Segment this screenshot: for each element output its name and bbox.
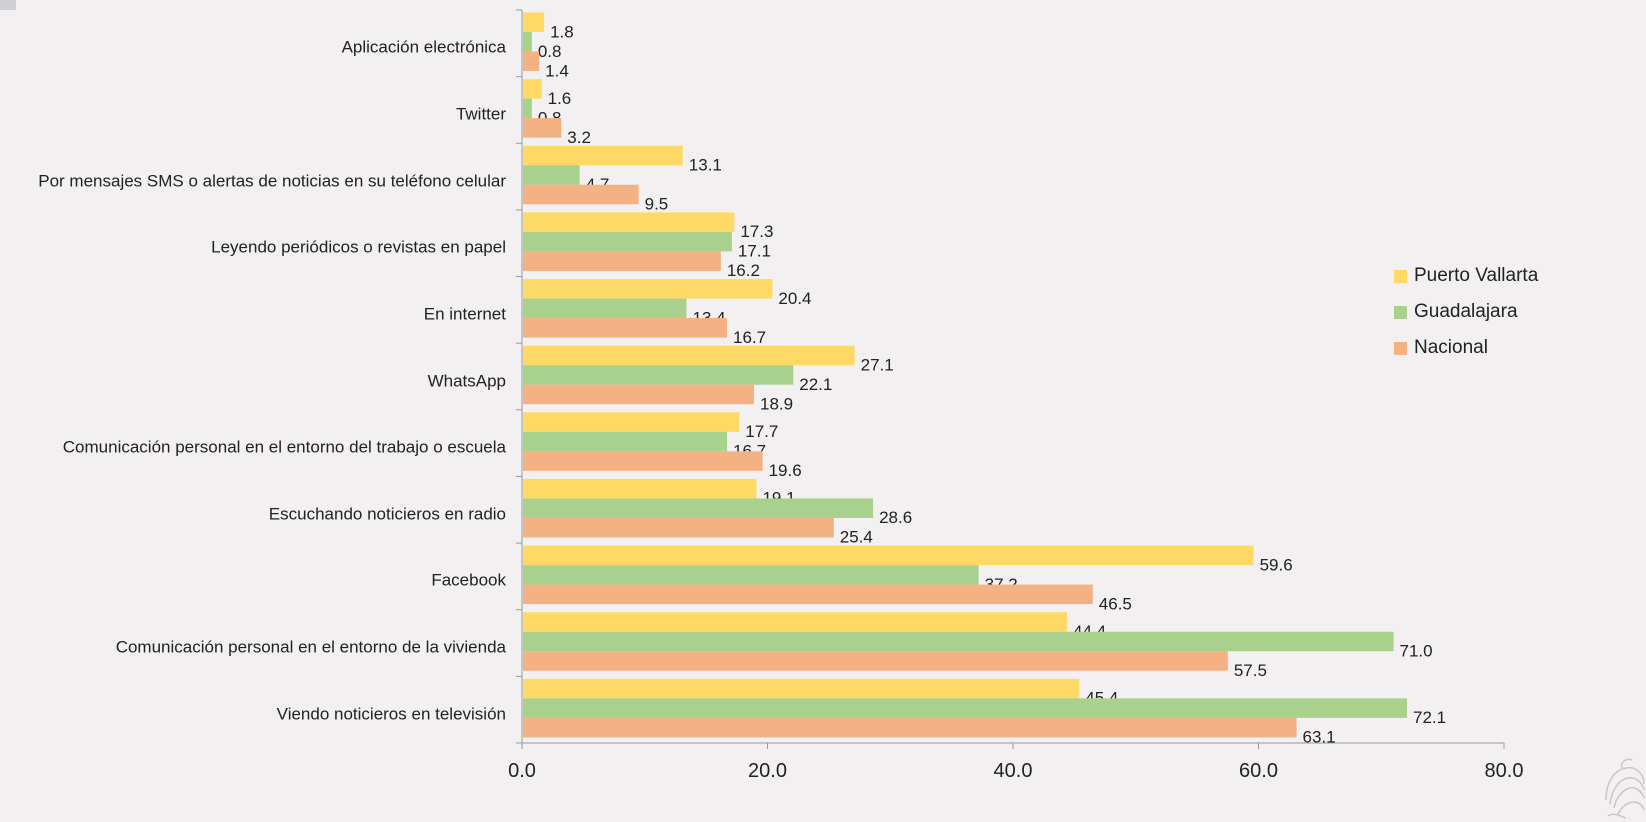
data-label: 1.4 <box>545 61 569 80</box>
bar <box>523 451 763 471</box>
legend-item: Puerto Vallarta <box>1394 258 1538 294</box>
bar <box>523 384 754 405</box>
data-label: 20.4 <box>778 289 811 308</box>
category-label: Comunicación personal en el entorno del … <box>62 437 506 457</box>
data-label: 59.6 <box>1260 555 1293 574</box>
x-tick-label: 60.0 <box>1239 760 1278 782</box>
x-tick-label: 0.0 <box>508 760 536 782</box>
bar <box>523 631 1394 652</box>
bar <box>523 698 1408 718</box>
bar <box>523 251 721 271</box>
data-label: 16.7 <box>733 328 766 347</box>
data-label: 1.8 <box>550 22 574 41</box>
bar <box>523 212 735 232</box>
bar <box>523 318 727 338</box>
data-label: 27.1 <box>861 355 894 374</box>
seal-icon <box>1605 758 1645 819</box>
category-label: Twitter <box>455 104 506 124</box>
x-tick-label: 80.0 <box>1485 760 1524 782</box>
category-label: En internet <box>423 304 506 324</box>
data-label: 18.9 <box>760 394 793 413</box>
category-label: Facebook <box>431 570 506 590</box>
bar <box>523 431 727 452</box>
bar <box>523 79 542 99</box>
legend-swatch <box>1394 269 1407 283</box>
data-label: 22.1 <box>799 375 832 394</box>
bar <box>523 51 540 71</box>
data-label: 72.1 <box>1413 708 1446 727</box>
bar <box>523 612 1068 632</box>
data-label: 1.6 <box>548 89 572 108</box>
bar <box>523 145 683 166</box>
data-label: 71.0 <box>1400 641 1433 660</box>
data-label: 3.2 <box>567 128 591 147</box>
legend-label: Puerto Vallarta <box>1414 265 1539 286</box>
bar <box>523 478 757 499</box>
x-tick-label: 20.0 <box>748 760 787 782</box>
bar <box>523 365 794 385</box>
category-label: Viendo noticieros en televisión <box>276 704 506 724</box>
x-tick-label: 40.0 <box>994 760 1033 782</box>
bar <box>523 12 545 32</box>
bar <box>523 298 687 319</box>
data-label: 17.7 <box>745 422 778 441</box>
category-label: Leyendo periódicos o revistas en papel <box>211 237 506 257</box>
data-label: 17.1 <box>738 242 771 261</box>
data-label: 25.4 <box>840 528 873 547</box>
data-label: 63.1 <box>1303 728 1336 747</box>
bar <box>523 165 580 185</box>
legend-label: Nacional <box>1414 337 1488 358</box>
bar <box>523 498 874 518</box>
category-label: Escuchando noticieros en radio <box>268 504 506 524</box>
legend-item: Nacional <box>1394 330 1538 366</box>
legend-item: Guadalajara <box>1394 294 1538 330</box>
data-label: 19.6 <box>769 461 802 480</box>
bar <box>523 717 1297 738</box>
corner-mark <box>0 0 16 10</box>
bar <box>523 678 1080 699</box>
bar <box>523 98 532 119</box>
bar <box>523 584 1093 605</box>
legend: Puerto Vallarta Guadalajara Nacional <box>1394 258 1538 366</box>
legend-swatch <box>1394 341 1407 355</box>
category-label: Por mensajes SMS o alertas de noticias e… <box>38 171 506 191</box>
bar <box>523 565 979 585</box>
data-label: 28.6 <box>879 508 912 527</box>
bar <box>523 651 1228 671</box>
category-label: WhatsApp <box>427 371 506 390</box>
data-label: 0.8 <box>538 42 562 61</box>
bar <box>523 118 562 138</box>
bar <box>523 279 773 299</box>
bar <box>523 32 532 52</box>
data-label: 16.2 <box>727 261 760 280</box>
category-label: Aplicación electrónica <box>341 37 506 57</box>
data-label: 17.3 <box>740 222 773 241</box>
bar <box>523 184 639 205</box>
category-label: Comunicación personal en el entorno de l… <box>115 637 506 657</box>
data-label: 46.5 <box>1099 594 1132 613</box>
bar <box>523 231 732 252</box>
bar <box>523 345 855 366</box>
data-label: 9.5 <box>645 195 669 214</box>
data-label: 57.5 <box>1234 661 1267 680</box>
bar <box>523 517 834 538</box>
legend-label: Guadalajara <box>1414 301 1518 322</box>
data-label: 13.1 <box>689 156 722 175</box>
bar <box>523 545 1254 566</box>
bar <box>523 412 740 432</box>
legend-swatch <box>1394 305 1407 319</box>
